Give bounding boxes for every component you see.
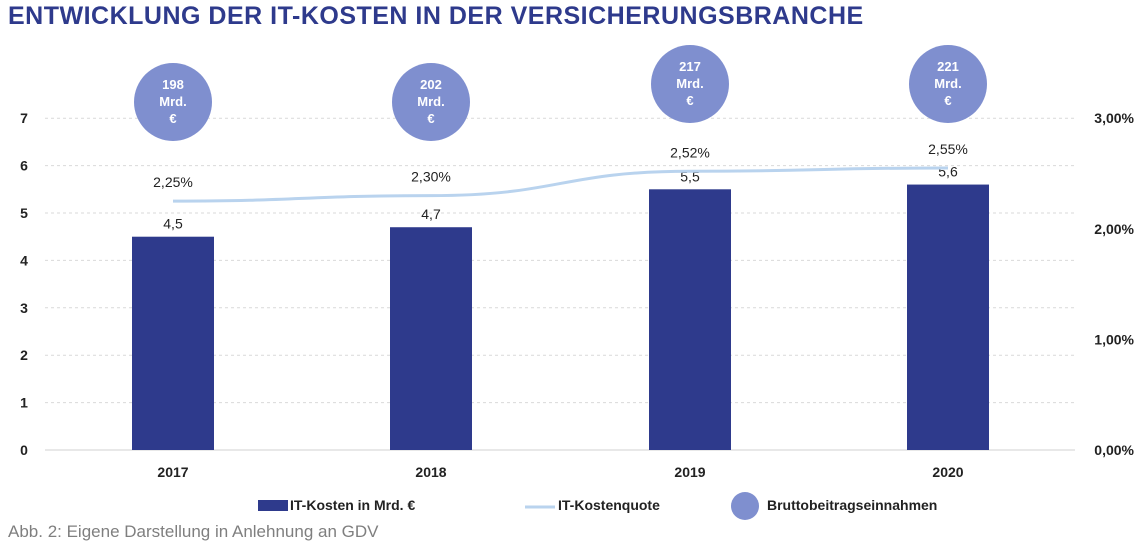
legend-bar-swatch — [258, 500, 288, 511]
y-right-tick-label: 3,00% — [1094, 110, 1134, 126]
bar — [907, 184, 989, 450]
x-category-label: 2018 — [415, 464, 446, 480]
bar-value-label: 4,7 — [421, 206, 441, 222]
revenue-bubble-label: 221 — [937, 59, 959, 74]
chart-title: ENTWICKLUNG DER IT-KOSTEN IN DER VERSICH… — [8, 2, 864, 30]
rate-value-label: 2,25% — [153, 174, 193, 190]
y-left-tick-label: 7 — [20, 110, 28, 126]
x-category-label: 2020 — [932, 464, 963, 480]
revenue-bubble-label: 217 — [679, 59, 701, 74]
y-left-tick-label: 5 — [20, 205, 28, 221]
revenue-bubble — [909, 45, 987, 123]
revenue-bubble — [651, 45, 729, 123]
rate-line — [172, 166, 949, 203]
bar — [390, 227, 472, 450]
y-right-tick-label: 1,00% — [1094, 331, 1134, 347]
y-left-tick-label: 3 — [20, 300, 28, 316]
revenue-bubble-label: 202 — [420, 77, 442, 92]
rate-value-label: 2,30% — [411, 169, 451, 185]
figure-caption: Abb. 2: Eigene Darstellung in Anlehnung … — [8, 522, 379, 541]
revenue-bubble-label: € — [686, 93, 693, 108]
bar — [649, 189, 731, 451]
revenue-bubble — [134, 63, 212, 141]
revenue-bubble-label: € — [169, 111, 176, 126]
bar-value-label: 5,6 — [938, 164, 958, 180]
rate-value-label: 2,52% — [670, 144, 710, 160]
revenue-bubble-label: Mrd. — [934, 76, 961, 91]
x-category-label: 2017 — [157, 464, 188, 480]
y-left-tick-label: 0 — [20, 442, 28, 458]
y-right-tick-label: 0,00% — [1094, 442, 1134, 458]
revenue-bubble-label: Mrd. — [159, 94, 186, 109]
revenue-bubble-label: € — [944, 93, 951, 108]
legend-bubble-swatch — [731, 492, 759, 520]
revenue-bubble-label: € — [427, 111, 434, 126]
legend-bubble-label: Bruttobeitragseinnahmen — [767, 497, 937, 513]
y-left-tick-label: 1 — [20, 395, 28, 411]
rate-value-label: 2,55% — [928, 141, 968, 157]
y-left-tick-label: 6 — [20, 158, 28, 174]
bar — [132, 236, 214, 450]
revenue-bubble-label: Mrd. — [676, 76, 703, 91]
revenue-bubble-label: Mrd. — [417, 94, 444, 109]
legend-line-label: IT-Kostenquote — [558, 497, 660, 513]
bar-value-label: 4,5 — [163, 216, 183, 232]
legend-bar-label: IT-Kosten in Mrd. € — [290, 497, 415, 513]
x-category-label: 2019 — [674, 464, 705, 480]
y-right-tick-label: 2,00% — [1094, 221, 1134, 237]
revenue-bubble — [392, 63, 470, 141]
y-left-tick-label: 2 — [20, 347, 28, 363]
y-left-tick-label: 4 — [20, 252, 28, 268]
revenue-bubble-label: 198 — [162, 77, 184, 92]
